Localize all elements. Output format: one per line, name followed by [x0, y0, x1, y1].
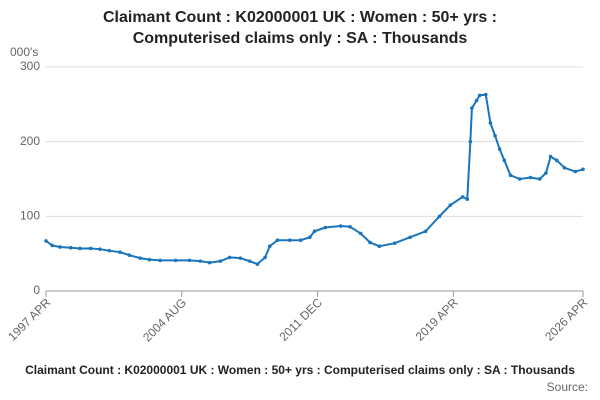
- point: [488, 121, 493, 125]
- point: [497, 147, 502, 151]
- point: [392, 241, 397, 246]
- point: [275, 238, 280, 243]
- point: [517, 177, 522, 181]
- point: [238, 256, 243, 260]
- point: [118, 250, 122, 254]
- point: [368, 240, 372, 245]
- point: [493, 133, 497, 138]
- point: [207, 260, 212, 265]
- y-axis-label: 000's: [10, 45, 38, 59]
- point: [528, 175, 533, 180]
- chart-title: Claimant Count : K02000001 UK : Women : …: [103, 9, 497, 26]
- caption: Claimant Count : K02000001 UK : Women : …: [25, 363, 575, 377]
- point: [437, 214, 442, 219]
- point: [88, 246, 93, 251]
- chart-title: Computerised claims only : SA : Thousand…: [133, 30, 468, 47]
- point: [554, 158, 559, 163]
- x-tick-label: 2004 AUG: [140, 295, 189, 344]
- point: [581, 167, 585, 172]
- point: [508, 173, 513, 178]
- point: [98, 247, 102, 251]
- point: [474, 98, 479, 103]
- point: [358, 231, 363, 236]
- point: [468, 139, 473, 144]
- point: [338, 224, 343, 228]
- point: [58, 245, 62, 249]
- x-tick-label: 2019 APR: [413, 295, 461, 343]
- point: [470, 106, 474, 110]
- x-tick-label: 1997 APR: [5, 295, 53, 343]
- point: [247, 259, 252, 263]
- point: [573, 169, 578, 174]
- point: [187, 258, 192, 263]
- point: [448, 203, 453, 207]
- point: [68, 245, 73, 250]
- point: [323, 225, 328, 230]
- point: [218, 259, 223, 263]
- point: [308, 235, 312, 240]
- point: [465, 197, 470, 201]
- x-tick-label: 2011 DEC: [277, 295, 326, 344]
- point: [423, 229, 428, 234]
- point: [198, 259, 203, 263]
- point: [298, 238, 303, 243]
- y-tick-label: 300: [20, 59, 40, 73]
- point: [562, 166, 567, 170]
- point: [78, 246, 82, 251]
- line: [45, 93, 584, 266]
- point: [227, 255, 232, 260]
- y-tick-label: 200: [20, 134, 40, 148]
- point: [544, 171, 548, 175]
- point: [288, 238, 292, 243]
- point: [107, 248, 112, 253]
- point: [537, 177, 542, 181]
- point: [147, 257, 152, 262]
- point: [44, 239, 48, 243]
- point: [408, 235, 412, 240]
- point: [138, 256, 142, 260]
- point: [477, 93, 482, 98]
- point: [377, 244, 382, 248]
- y-tick-label: 100: [20, 209, 40, 223]
- point: [348, 224, 352, 229]
- source: Source:: [547, 380, 588, 394]
- point: [312, 229, 317, 234]
- point: [267, 244, 272, 248]
- point: [50, 243, 54, 248]
- point: [502, 158, 507, 163]
- point: [483, 92, 488, 97]
- point: [173, 258, 178, 263]
- point: [460, 195, 465, 199]
- y-tick-label: 0: [33, 283, 40, 297]
- point: [255, 262, 260, 266]
- point: [127, 253, 132, 257]
- point: [263, 255, 267, 260]
- x-tick-label: 2026 APR: [542, 295, 590, 343]
- point: [158, 258, 162, 263]
- point: [548, 154, 553, 159]
